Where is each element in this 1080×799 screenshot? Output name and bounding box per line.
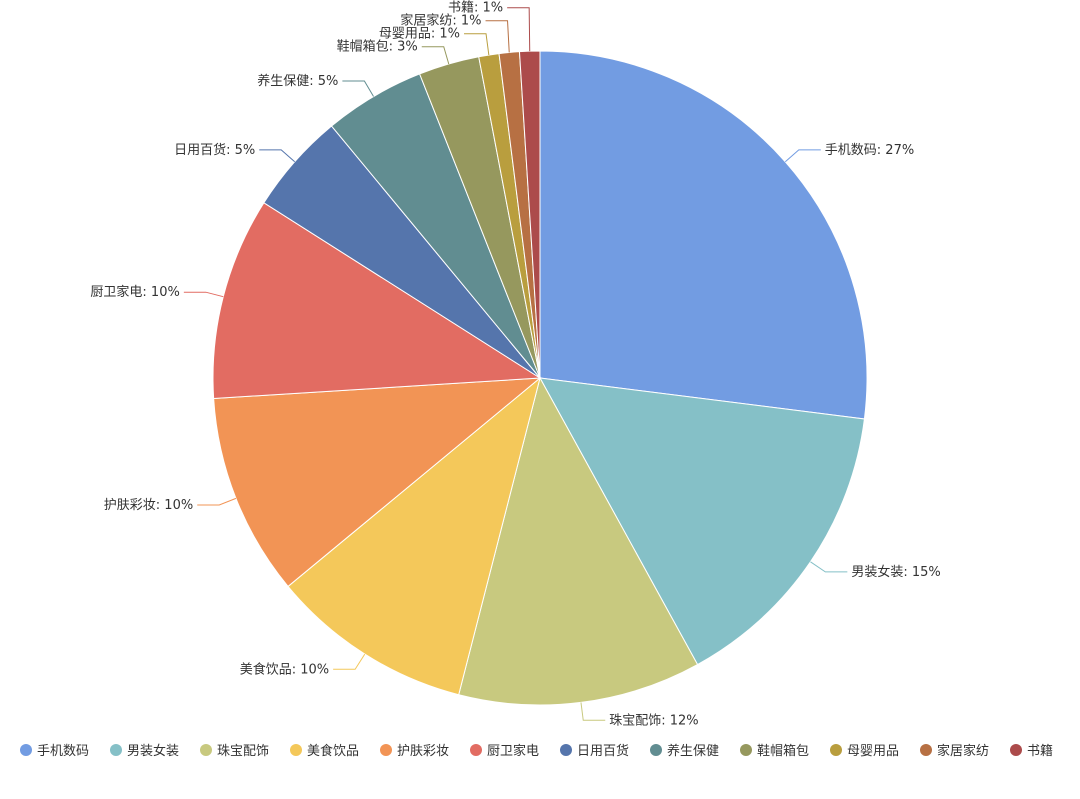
legend-item[interactable]: 手机数码 xyxy=(20,744,89,759)
slice-10-data-label: 母婴用品: 1% xyxy=(379,27,460,42)
legend-marker-2 xyxy=(110,744,122,756)
slice-12-leader-line xyxy=(507,7,531,52)
legend-marker-12 xyxy=(1010,744,1022,756)
slice-4-wedge[interactable] xyxy=(287,376,541,696)
legend-marker-11 xyxy=(920,744,932,756)
legend-item[interactable]: 美食饮品 xyxy=(290,743,359,759)
legend-item[interactable]: 日用百货 xyxy=(560,743,629,759)
slice-7-data-label: 日用百货: 5% xyxy=(174,142,255,158)
legend-label-7: 日用百货 xyxy=(577,743,629,759)
slice-4-data-label: 美食饮品: 10% xyxy=(240,661,329,677)
legend-marker-5 xyxy=(380,744,392,756)
legend-item[interactable]: 鞋帽箱包 xyxy=(740,743,809,759)
legend-marker-7 xyxy=(560,744,572,756)
legend-marker-4 xyxy=(290,744,302,756)
legend-item[interactable]: 男装女装 xyxy=(110,743,179,759)
slice-1-wedge[interactable] xyxy=(539,50,868,420)
slice-4-leader-line xyxy=(333,653,366,670)
legend-label-4: 美食饮品 xyxy=(307,743,359,759)
slice-8-leader-line xyxy=(342,80,374,97)
legend-label-11: 家居家纺 xyxy=(937,743,989,759)
slice-3-wedge[interactable] xyxy=(458,376,699,706)
pie-labels: 手机数码: 27% 男装女装: 15% 珠宝配饰: 12% 美食饮品: 10% 护肤彩妆… xyxy=(90,0,940,728)
legend-label-2: 男装女装 xyxy=(127,743,179,759)
legend-label-10: 母婴用品 xyxy=(847,744,899,759)
legend-item[interactable]: 书籍 xyxy=(1010,743,1053,759)
legend-item[interactable]: 珠宝配饰 xyxy=(200,744,269,759)
slice-10-leader-line xyxy=(464,33,490,56)
legend-marker-3 xyxy=(200,744,212,756)
legend-marker-10 xyxy=(830,744,842,756)
slice-6-leader-line xyxy=(183,291,224,298)
legend-label-12: 书籍 xyxy=(1027,743,1053,759)
slice-2-data-label: 男装女装: 15% xyxy=(851,564,940,580)
slice-3-leader-line xyxy=(580,702,606,721)
legend-item[interactable]: 养生保健 xyxy=(650,743,719,759)
legend-marker-1 xyxy=(20,744,32,756)
slice-6-data-label: 厨卫家电: 10% xyxy=(90,284,179,300)
slice-11-data-label: 家居家纺: 1% xyxy=(400,13,481,29)
legend-item[interactable]: 厨卫家电 xyxy=(470,743,539,759)
slice-12-wedge[interactable] xyxy=(518,50,541,379)
slice-5-leader-line xyxy=(197,497,237,506)
legend-label-6: 厨卫家电 xyxy=(487,743,539,759)
legend-marker-6 xyxy=(470,744,482,756)
slice-9-leader-line xyxy=(421,46,450,65)
pie-slices xyxy=(212,50,868,706)
slice-6-wedge[interactable] xyxy=(212,202,542,400)
slice-12-data-label: 书籍: 1% xyxy=(448,0,503,16)
slice-5-wedge[interactable] xyxy=(213,377,542,588)
slice-7-leader-line xyxy=(259,149,296,163)
legend-label-9: 鞋帽箱包 xyxy=(757,743,809,759)
slice-5-data-label: 护肤彩妆: 10% xyxy=(104,498,193,513)
slice-3-data-label: 珠宝配饰: 12% xyxy=(609,713,698,728)
slice-1-data-label: 手机数码: 27% xyxy=(825,143,914,158)
legend-marker-9 xyxy=(740,744,752,756)
legend-label-1: 手机数码 xyxy=(37,744,89,759)
legend-label-5: 护肤彩妆 xyxy=(397,744,449,759)
slice-1-leader-line xyxy=(784,149,821,163)
legend-label-8: 养生保健 xyxy=(667,743,719,759)
legend-item[interactable]: 护肤彩妆 xyxy=(380,744,449,759)
slice-2-wedge[interactable] xyxy=(539,377,865,666)
slice-11-leader-line xyxy=(485,20,510,53)
legend-label-3: 珠宝配饰 xyxy=(217,744,269,759)
legend-marker-8 xyxy=(650,744,662,756)
slice-9-data-label: 鞋帽箱包: 3% xyxy=(337,39,418,55)
legend: 手机数码 男装女装 珠宝配饰 美食饮品 护肤彩妆 厨卫家电 日用百货 养生保健 鞋帽箱包 母婴用品… xyxy=(20,743,1053,759)
slice-8-data-label: 养生保健: 5% xyxy=(257,73,338,89)
legend-item[interactable]: 母婴用品 xyxy=(830,744,899,759)
legend-item[interactable]: 家居家纺 xyxy=(920,743,989,759)
slice-2-leader-line xyxy=(810,561,848,573)
